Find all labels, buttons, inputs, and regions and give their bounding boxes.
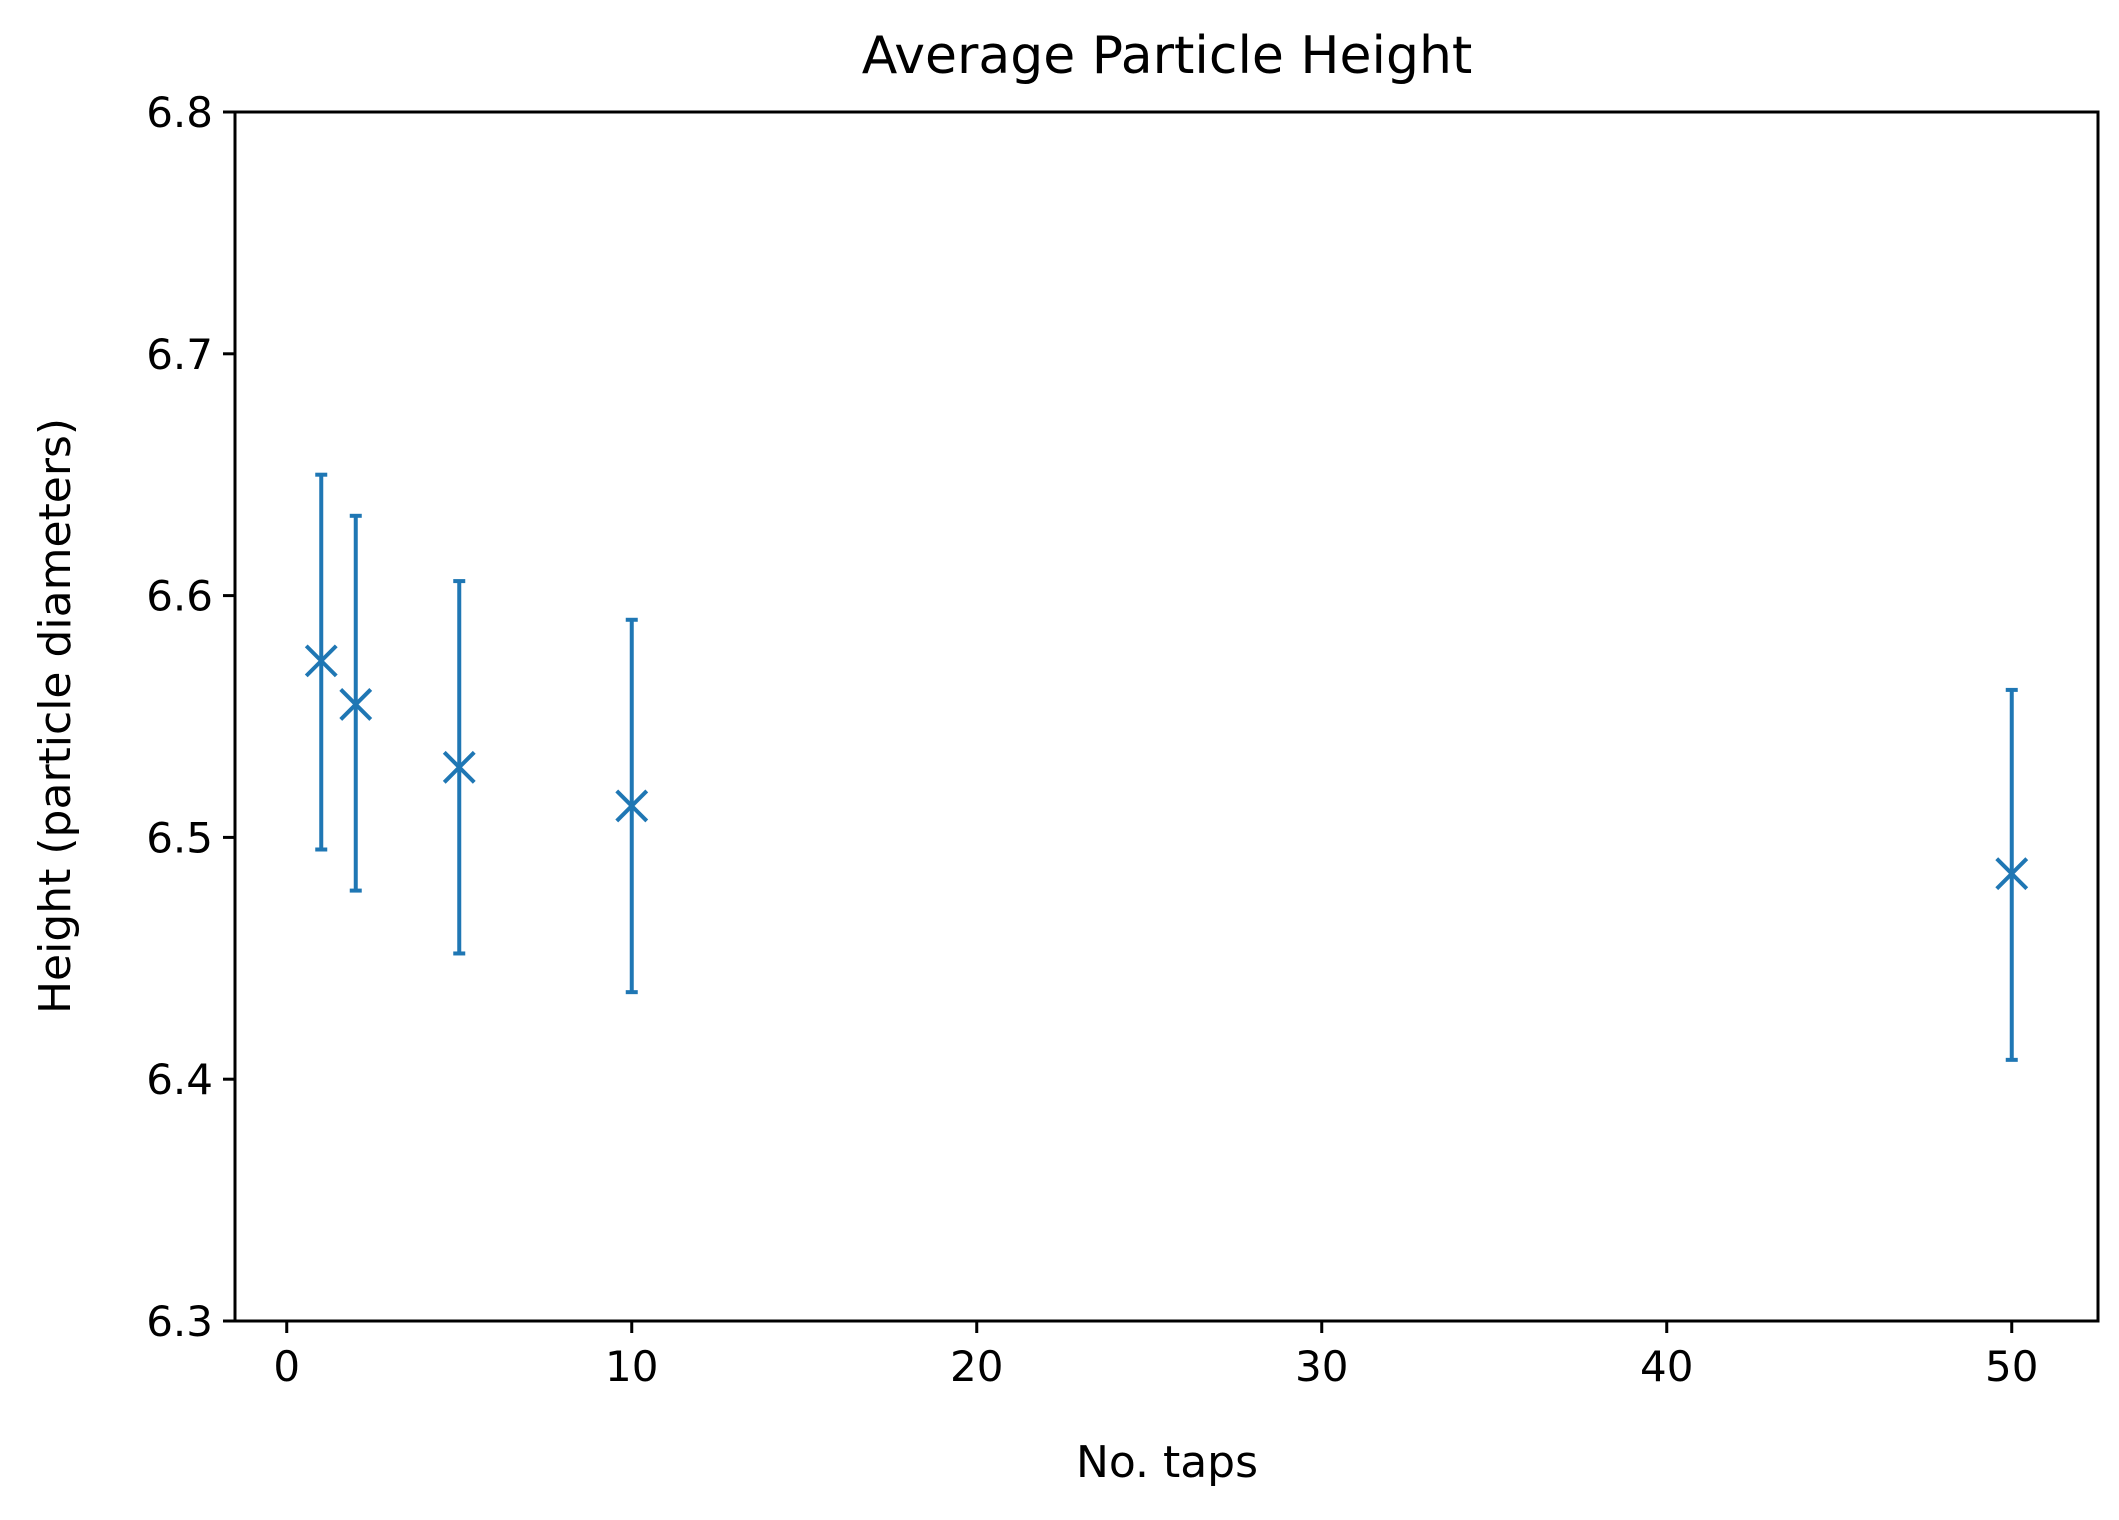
data-point (339, 513, 373, 893)
y-axis: 6.3 6.4 6.5 6.6 6.7 6.8 (146, 88, 235, 1346)
axes-frame (233, 110, 2100, 1323)
y-tick-label: 6.8 (146, 88, 213, 137)
x-tick-label: 40 (1640, 1342, 1693, 1391)
y-axis-label: Height (particle diameters) (30, 418, 81, 1014)
chart-title: Average Particle Height (862, 26, 1473, 86)
y-tick-label: 6.7 (146, 330, 213, 379)
y-tick-label: 6.5 (146, 813, 213, 862)
x-marker (615, 789, 649, 823)
x-marker (442, 750, 476, 784)
x-tick-label: 30 (1295, 1342, 1348, 1391)
x-tick-label: 20 (950, 1342, 1003, 1391)
data-series (304, 472, 2029, 1062)
x-marker (304, 644, 338, 678)
y-tick-label: 6.4 (146, 1055, 213, 1104)
x-tick-label: 50 (1985, 1342, 2038, 1391)
y-tick-label: 6.6 (146, 572, 213, 621)
x-marker (339, 687, 373, 721)
x-tick-label: 10 (605, 1342, 658, 1391)
x-axis: 0 10 20 30 40 50 (273, 1321, 2038, 1391)
data-point (442, 579, 476, 956)
x-marker (1995, 857, 2029, 891)
data-point (615, 617, 649, 995)
plot-area: 0 10 20 30 40 50 6.3 6.4 6.5 6.6 6.7 6.8 (146, 88, 2100, 1391)
x-axis-label: No. taps (1076, 1437, 1258, 1488)
data-point (1995, 687, 2029, 1062)
y-tick-label: 6.3 (146, 1297, 213, 1346)
data-point (304, 472, 338, 852)
x-tick-label: 0 (273, 1342, 300, 1391)
